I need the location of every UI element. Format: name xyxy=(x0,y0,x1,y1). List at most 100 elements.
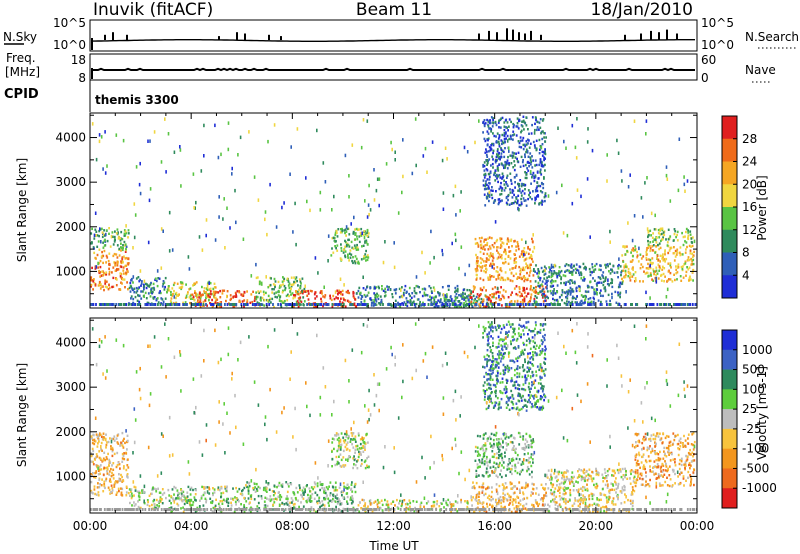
scatter-cell xyxy=(485,153,488,157)
scatter-cell xyxy=(536,120,539,124)
scatter-cell xyxy=(186,495,189,498)
scatter-cell xyxy=(589,280,591,284)
scatter-cell xyxy=(216,298,219,301)
scatter-cell xyxy=(535,487,538,490)
scatter-cell xyxy=(413,509,416,513)
scatter-cell xyxy=(514,469,517,473)
scatter-cell xyxy=(106,472,109,475)
ground-scatter-cell xyxy=(399,303,402,306)
scatter-cell xyxy=(492,262,494,265)
scatter-cell xyxy=(543,269,545,272)
ground-scatter-cell xyxy=(423,303,426,306)
scatter-cell xyxy=(264,217,266,222)
scatter-cell xyxy=(153,503,156,506)
scatter-cell xyxy=(519,503,522,506)
scatter-cell xyxy=(488,127,490,130)
scatter-cell xyxy=(137,294,139,297)
scatter-cell xyxy=(191,503,194,507)
scatter-cell xyxy=(528,161,531,165)
scatter-cell xyxy=(536,296,538,299)
scatter-cell xyxy=(510,137,512,141)
scatter-cell xyxy=(101,273,104,277)
scatter-cell xyxy=(189,488,192,491)
scatter-cell xyxy=(562,231,565,235)
scatter-cell xyxy=(352,256,354,259)
scatter-cell xyxy=(102,432,105,435)
scatter-cell xyxy=(411,171,414,176)
scatter-cell xyxy=(425,502,428,505)
scatter-cell xyxy=(505,251,507,254)
scatter-cell xyxy=(301,489,304,492)
scatter-cell xyxy=(475,481,478,485)
scatter-cell xyxy=(571,297,574,300)
scatter-cell xyxy=(552,291,555,294)
scatter-cell xyxy=(190,498,192,502)
scatter-cell xyxy=(337,433,340,436)
scatter-cell xyxy=(645,132,647,136)
scatter-cell xyxy=(340,297,342,300)
scatter-cell xyxy=(327,259,329,263)
scatter-cell xyxy=(189,287,192,290)
scatter-cell xyxy=(364,466,367,470)
ground-scatter-cell xyxy=(363,303,365,306)
scatter-cell xyxy=(502,500,505,503)
scatter-cell xyxy=(184,296,187,299)
scatter-cell xyxy=(498,119,500,122)
scatter-cell xyxy=(649,241,652,244)
ground-scatter-cell xyxy=(177,303,180,306)
scatter-cell xyxy=(375,300,378,303)
scatter-cell xyxy=(321,483,324,486)
scatter-cell xyxy=(629,260,632,263)
scatter-cell xyxy=(671,280,674,283)
scatter-cell xyxy=(642,215,644,219)
scatter-cell xyxy=(159,499,161,502)
scatter-cell xyxy=(509,279,512,282)
scatter-cell xyxy=(505,448,508,451)
scatter-cell xyxy=(293,280,295,284)
scatter-cell xyxy=(323,487,326,490)
scatter-cell xyxy=(554,280,557,283)
scatter-cell xyxy=(134,486,137,489)
scatter-cell xyxy=(527,197,529,201)
scatter-cell xyxy=(429,295,431,298)
scatter-cell xyxy=(97,473,100,476)
scatter-cell xyxy=(647,229,650,233)
scatter-cell xyxy=(293,493,296,496)
scatter-cell xyxy=(496,150,499,153)
scatter-cell xyxy=(194,290,196,293)
scatter-cell xyxy=(669,199,672,203)
scatter-cell xyxy=(687,234,690,237)
ground-scatter-cell xyxy=(317,303,320,306)
scatter-cell xyxy=(521,298,524,302)
scatter-cell xyxy=(584,265,586,269)
scatter-cell xyxy=(507,254,510,258)
scatter-cell xyxy=(394,299,397,302)
scatter-cell xyxy=(123,272,125,275)
scatter-cell xyxy=(234,295,236,298)
scatter-cell xyxy=(370,502,373,505)
scatter-cell xyxy=(372,301,375,304)
scatter-cell xyxy=(492,166,494,169)
scatter-cell xyxy=(679,246,682,249)
scatter-cell xyxy=(114,238,116,242)
scatter-cell xyxy=(484,151,487,154)
scatter-cell xyxy=(331,441,334,444)
scatter-cell xyxy=(691,271,694,274)
scatter-cell xyxy=(381,503,384,507)
scatter-cell xyxy=(548,275,550,278)
scatter-cell xyxy=(97,494,100,497)
scatter-cell xyxy=(357,296,360,299)
scatter-cell xyxy=(487,278,490,281)
scatter-cell xyxy=(511,154,513,157)
scatter-cell xyxy=(324,180,327,184)
scatter-cell xyxy=(489,262,492,265)
scatter-cell xyxy=(249,501,251,504)
ground-scatter-cell xyxy=(522,303,525,306)
scatter-cell xyxy=(658,265,661,268)
scatter-cell xyxy=(345,245,348,248)
ground-scatter-cell xyxy=(646,303,649,306)
scatter-cell xyxy=(658,269,661,272)
scatter-cell xyxy=(460,294,462,297)
scatter-cell xyxy=(535,197,537,200)
scatter-cell xyxy=(507,262,510,265)
